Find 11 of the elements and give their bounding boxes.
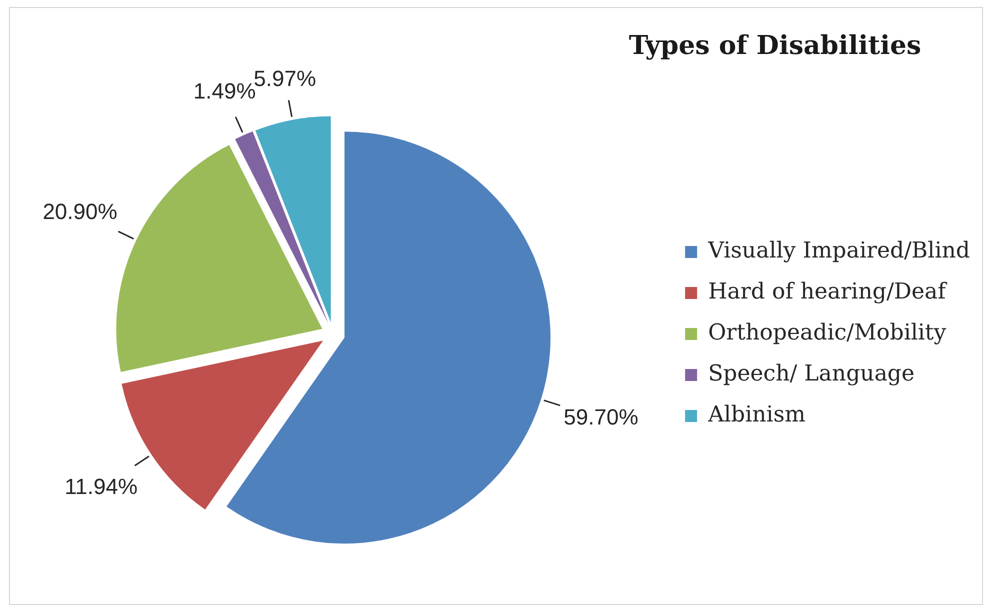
- legend-label: Orthopeadic/Mobility: [708, 320, 947, 346]
- legend-label: Albinism: [707, 402, 806, 428]
- data-label: 11.94%: [64, 474, 138, 500]
- data-label: 20.90%: [42, 199, 118, 224]
- chart-title: Types of Disabilities: [628, 30, 922, 61]
- data-label: 1.49%: [193, 78, 256, 104]
- legend-label: Hard of hearing/Deaf: [708, 280, 948, 305]
- legend-label: Speech/ Language: [708, 362, 915, 387]
- legend-label: Visually Impaired/Blind: [707, 238, 970, 264]
- data-label: 5.97%: [254, 66, 316, 91]
- data-label: 59.70%: [564, 404, 638, 430]
